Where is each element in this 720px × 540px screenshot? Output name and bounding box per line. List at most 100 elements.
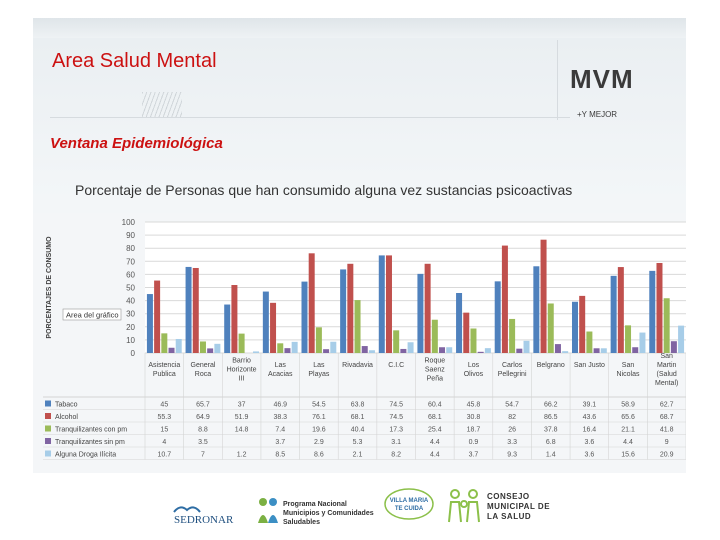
table-cell: 7.4	[275, 427, 285, 434]
bar-tabaco	[185, 266, 192, 353]
chart-title: Porcentaje de Personas que han consumido…	[75, 182, 573, 198]
bar-alguna-droga-il-cita	[291, 341, 298, 353]
table-cell: 60.4	[428, 402, 442, 409]
bar-tranquilizantes-con-pm	[393, 330, 400, 353]
table-cell: 46.9	[273, 402, 287, 409]
table-cell: 63.8	[351, 402, 365, 409]
bar-tranquilizantes-con-pm	[547, 303, 554, 353]
category-label: Martin	[657, 362, 677, 369]
bar-tranquilizantes-sin-pm	[632, 347, 639, 353]
mvm-logo: MVM	[570, 64, 634, 95]
y-tick-label: 70	[126, 257, 135, 266]
bar-tranquilizantes-con-pm	[586, 331, 593, 353]
table-cell: 45.8	[467, 402, 481, 409]
legend-label: Tranquilizantes sin pm	[55, 439, 125, 446]
table-cell: 5.3	[353, 439, 363, 446]
bar-alcohol	[231, 285, 238, 353]
category-label: Playas	[308, 371, 330, 378]
table-cell: 4	[162, 439, 166, 446]
bar-tabaco	[417, 273, 424, 353]
table-cell: 9	[665, 439, 669, 446]
table-cell: 4.4	[430, 452, 440, 459]
category-label: Peña	[427, 376, 443, 383]
category-label: Rivadavia	[342, 362, 373, 369]
bar-tranquilizantes-sin-pm	[168, 347, 175, 353]
table-cell: 3.3	[507, 439, 517, 446]
table-cell: 1.4	[546, 452, 556, 459]
table-cell: 3.6	[585, 452, 595, 459]
bar-tranquilizantes-con-pm	[161, 333, 168, 353]
bar-alguna-droga-il-cita	[175, 338, 182, 353]
table-cell: 54.7	[505, 402, 519, 409]
programa-label: Programa Nacional Municipios y Comunidad…	[283, 501, 374, 526]
bar-tabaco	[610, 275, 617, 353]
category-label: Pellegrini	[498, 371, 527, 378]
table-cell: 3.6	[585, 439, 595, 446]
table-cell: 0.9	[469, 439, 479, 446]
table-cell: 37	[238, 402, 246, 409]
category-label: Asistencia	[148, 362, 180, 369]
table-cell: 7	[201, 452, 205, 459]
bar-alcohol	[154, 280, 161, 353]
table-cell: 2.1	[353, 452, 363, 459]
table-cell: 1.2	[237, 452, 247, 459]
slide-top-band	[33, 18, 686, 38]
programa-logo: Programa Nacional Municipios y Comunidad…	[255, 495, 375, 527]
bar-tabaco	[224, 304, 231, 353]
bar-tranquilizantes-con-pm	[354, 300, 361, 353]
bar-tranquilizantes-con-pm	[315, 327, 322, 353]
sedronar-emblem-icon	[173, 506, 201, 513]
category-label: Olivos	[464, 371, 484, 378]
table-cell: 15.6	[621, 452, 635, 459]
bar-tranquilizantes-sin-pm	[670, 341, 677, 353]
table-cell: 19.6	[312, 427, 326, 434]
bar-tabaco	[456, 293, 463, 353]
table-cell: 54.5	[312, 402, 326, 409]
bar-tranquilizantes-sin-pm	[361, 346, 368, 353]
sedronar-label: SEDRONAR	[174, 514, 234, 526]
bar-alguna-droga-il-cita	[523, 340, 530, 353]
table-cell: 65.6	[621, 414, 635, 421]
table-cell: 39.1	[583, 402, 597, 409]
y-tick-label: 10	[126, 336, 135, 345]
category-label: General	[191, 362, 216, 369]
te-cuida-badge-icon	[384, 488, 434, 520]
table-cell: 37.8	[544, 427, 558, 434]
sedronar-logo: SEDRONAR	[172, 500, 242, 528]
table-cell: 18.7	[467, 427, 481, 434]
category-label: Belgrano	[537, 362, 565, 369]
y-tick-label: 30	[126, 310, 135, 319]
y-tick-label: 40	[126, 297, 135, 306]
bar-alguna-droga-il-cita	[484, 348, 491, 353]
bar-tranquilizantes-con-pm	[470, 328, 477, 353]
table-cell: 25.4	[428, 427, 442, 434]
bar-tranquilizantes-sin-pm	[554, 344, 561, 353]
bar-alguna-droga-il-cita	[600, 348, 607, 353]
table-cell: 62.7	[660, 402, 674, 409]
category-label: Saenz	[425, 367, 445, 374]
legend-label: Alcohol	[55, 414, 78, 421]
bar-tabaco	[301, 281, 308, 353]
legend-label: Tranquilizantes con pm	[55, 427, 127, 434]
bar-alguna-droga-il-cita	[330, 341, 337, 353]
bar-alcohol	[308, 253, 315, 353]
y-tick-label: 100	[122, 218, 136, 227]
category-label: Los	[468, 362, 480, 369]
table-cell: 4.4	[623, 439, 633, 446]
table-cell: 68.7	[660, 414, 674, 421]
bar-tabaco	[533, 266, 540, 353]
bar-alguna-droga-il-cita	[446, 347, 453, 353]
bar-tabaco	[494, 281, 501, 353]
legend-swatch	[45, 413, 51, 419]
table-cell: 38.3	[273, 414, 287, 421]
bar-alguna-droga-il-cita	[368, 350, 375, 353]
bar-alguna-droga-il-cita	[214, 343, 221, 353]
bar-tranquilizantes-con-pm	[238, 333, 245, 353]
bar-tranquilizantes-sin-pm	[284, 348, 291, 353]
bar-tranquilizantes-sin-pm	[207, 348, 214, 353]
category-label: Horizonte	[227, 367, 257, 374]
legend-label: Alguna Droga Ilícita	[55, 452, 116, 459]
annotation-box	[62, 308, 122, 321]
table-cell: 68.1	[351, 414, 365, 421]
table-cell: 3.1	[391, 439, 401, 446]
